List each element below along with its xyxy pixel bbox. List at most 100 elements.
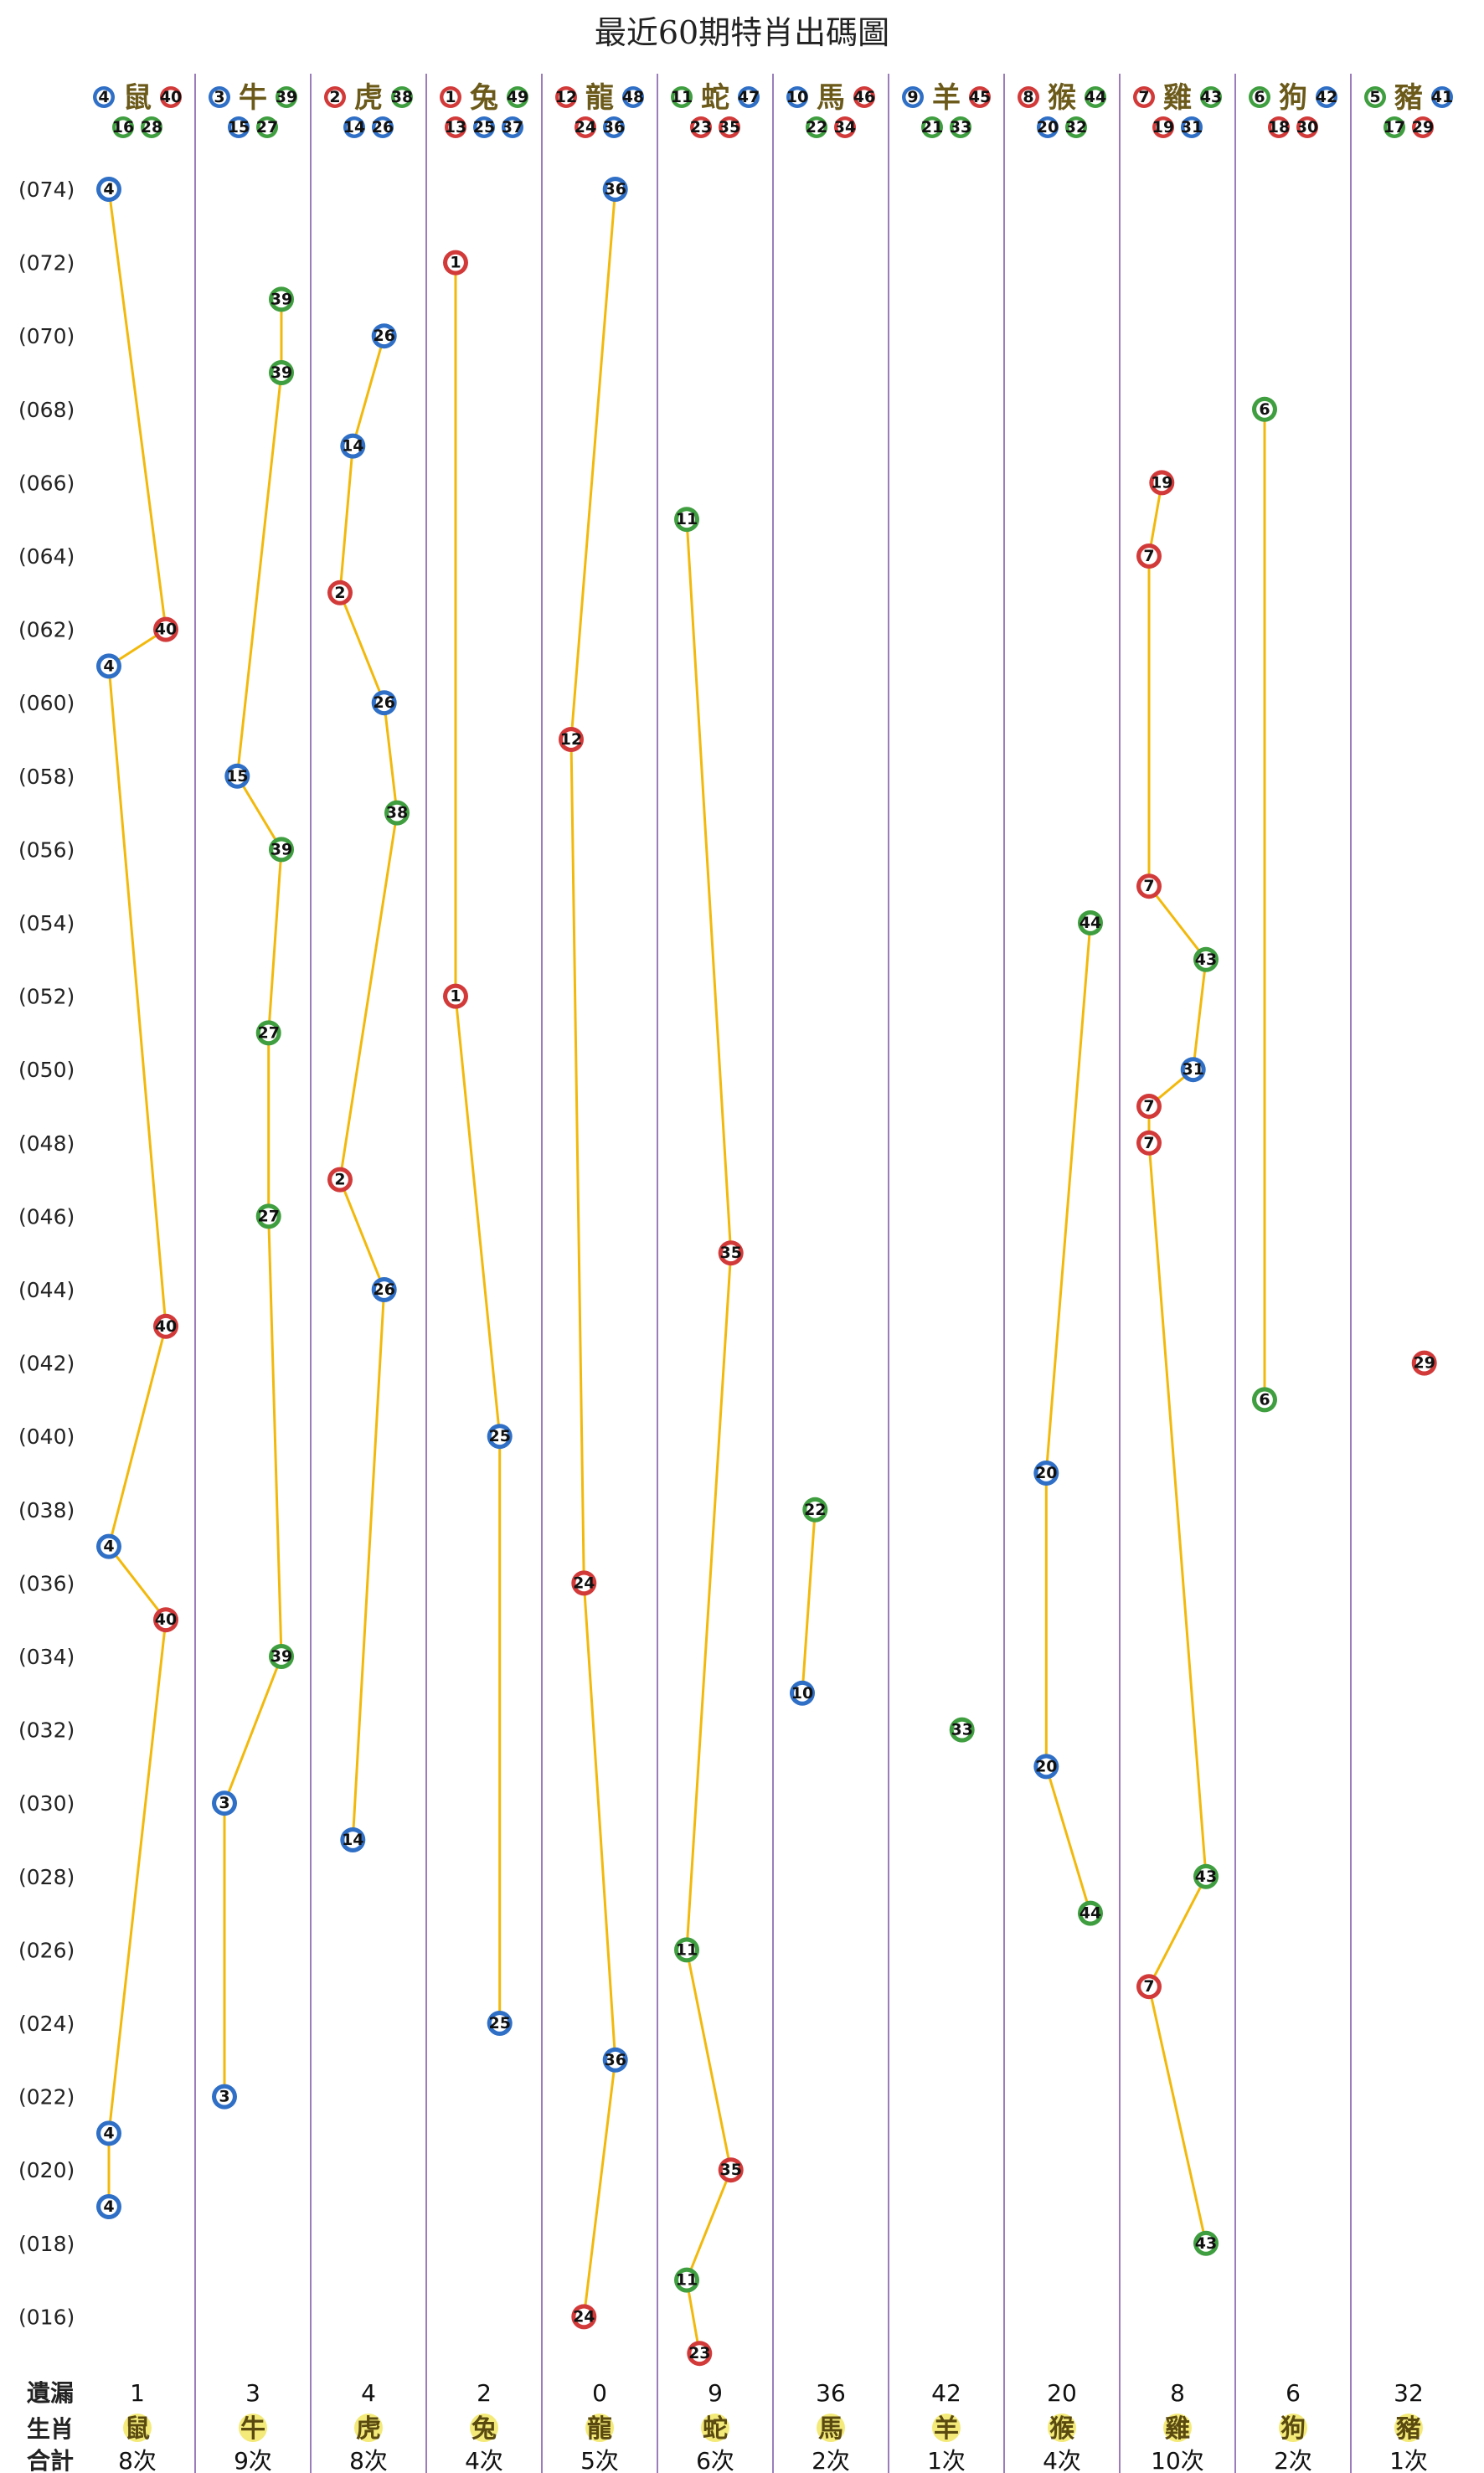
ball-face bbox=[1141, 1978, 1157, 1996]
header-ball: 42 bbox=[1316, 86, 1337, 108]
ball-number: 37 bbox=[502, 118, 523, 137]
data-point: 3 bbox=[212, 1790, 237, 1816]
header-ball: 36 bbox=[603, 116, 625, 138]
ball-number: 20 bbox=[1035, 1757, 1057, 1775]
ball-face bbox=[344, 1832, 362, 1848]
ball-number: 9 bbox=[907, 88, 918, 106]
ball-face bbox=[157, 1317, 174, 1335]
period-label: (046) bbox=[18, 1204, 75, 1229]
ball-face bbox=[606, 181, 624, 198]
header-ball: 25 bbox=[473, 116, 495, 138]
header-animal: 羊 bbox=[932, 81, 961, 115]
ball-number: 44 bbox=[1085, 88, 1106, 106]
ball-face bbox=[491, 1428, 508, 1445]
data-point: 4 bbox=[96, 2120, 121, 2146]
data-points: 4404404404439391539272739332614226382261… bbox=[96, 177, 1437, 2367]
ball-number: 19 bbox=[1152, 118, 1174, 137]
period-label: (074) bbox=[18, 178, 75, 202]
ball-face bbox=[925, 120, 940, 135]
footer-missing-value: 8 bbox=[1170, 2379, 1185, 2407]
ball-face bbox=[332, 584, 348, 601]
header-ball: 17 bbox=[1384, 116, 1405, 138]
ball-number: 43 bbox=[1200, 88, 1222, 106]
period-label: (054) bbox=[18, 911, 75, 935]
ball-face bbox=[1203, 90, 1219, 105]
header-ball: 37 bbox=[502, 116, 523, 138]
header-ball: 33 bbox=[950, 116, 971, 138]
ball-face bbox=[1198, 951, 1214, 968]
footer-missing-value: 9 bbox=[708, 2379, 723, 2407]
data-point: 40 bbox=[153, 1607, 178, 1633]
ball-face bbox=[394, 90, 410, 105]
header-animal: 猴 bbox=[1048, 81, 1076, 115]
data-point: 24 bbox=[571, 1570, 597, 1596]
header-馬: 10 馬 46 22 34 bbox=[786, 81, 875, 138]
footer-animal: 猴 bbox=[1049, 2414, 1074, 2444]
ball-number: 25 bbox=[473, 118, 495, 137]
data-point: 6 bbox=[1252, 396, 1277, 422]
data-point: 31 bbox=[1180, 1057, 1206, 1083]
data-point: 20 bbox=[1033, 1461, 1059, 1486]
header-ball: 24 bbox=[575, 116, 596, 138]
footer-animal-badge bbox=[354, 2414, 383, 2442]
ball-face bbox=[273, 291, 290, 308]
header-ball: 7 bbox=[1133, 86, 1155, 108]
ball-face bbox=[575, 1574, 593, 1592]
footer-animal: 雞 bbox=[1165, 2414, 1190, 2444]
footer-animal-badge bbox=[701, 2414, 729, 2442]
ball-face bbox=[790, 90, 805, 105]
header-ball: 11 bbox=[671, 86, 693, 108]
footer-total: 9次 bbox=[234, 2447, 272, 2473]
header-ball: 47 bbox=[738, 86, 760, 108]
ball-face bbox=[722, 1244, 739, 1262]
header-ball: 38 bbox=[391, 86, 413, 108]
ball-number: 20 bbox=[1035, 1464, 1057, 1482]
ball-number: 46 bbox=[853, 88, 875, 106]
footer-total: 1次 bbox=[1389, 2447, 1428, 2473]
data-point: 25 bbox=[487, 1424, 513, 1450]
data-point: 14 bbox=[340, 1827, 366, 1852]
ball-number: 22 bbox=[804, 1501, 826, 1519]
header-animal: 雞 bbox=[1163, 81, 1192, 115]
data-point: 29 bbox=[1411, 1350, 1437, 1376]
ball-number: 35 bbox=[719, 2161, 741, 2179]
ball-face bbox=[837, 120, 853, 135]
header-ball: 20 bbox=[1037, 116, 1059, 138]
header-animal: 馬 bbox=[817, 81, 845, 115]
ball-face bbox=[857, 90, 872, 105]
header-ball: 9 bbox=[902, 86, 924, 108]
ball-number: 24 bbox=[573, 1574, 595, 1592]
ball-number: 35 bbox=[719, 1244, 741, 1262]
data-point: 4 bbox=[96, 653, 121, 679]
data-point: 43 bbox=[1193, 946, 1219, 972]
ball-face bbox=[1271, 120, 1286, 135]
footer-missing-value: 20 bbox=[1047, 2379, 1077, 2407]
data-point: 44 bbox=[1078, 910, 1103, 935]
column-headers: 4 鼠 40 16 28 3 牛 39 15 27 2 虎 38 14 26 1 兔 49 13 25 37 12 龍 48 2… bbox=[93, 81, 1453, 138]
ball-number: 47 bbox=[738, 88, 760, 106]
footer-missing-value: 3 bbox=[245, 2379, 260, 2407]
ball-face bbox=[741, 90, 756, 105]
ball-number: 24 bbox=[573, 2307, 595, 2326]
ball-face bbox=[157, 1611, 174, 1629]
footer-label-missing: 遺漏 bbox=[27, 2379, 74, 2407]
ball-face bbox=[332, 1171, 348, 1188]
ball-face bbox=[1153, 474, 1171, 492]
data-point: 3 bbox=[212, 2084, 237, 2110]
footer-total: 5次 bbox=[580, 2447, 619, 2473]
ball-number: 43 bbox=[1195, 1868, 1217, 1886]
header-ball: 28 bbox=[141, 116, 162, 138]
footer-animal-badge bbox=[470, 2414, 498, 2442]
ball-face bbox=[1256, 1391, 1273, 1409]
data-point: 33 bbox=[949, 1717, 975, 1743]
ball-number: 26 bbox=[373, 693, 394, 712]
footer-missing-value: 42 bbox=[931, 2379, 961, 2407]
ball-number: 26 bbox=[373, 1280, 394, 1299]
ball-face bbox=[1088, 90, 1103, 105]
ball-number: 45 bbox=[969, 88, 991, 106]
ball-face bbox=[1256, 400, 1273, 418]
series-line-兔 bbox=[454, 262, 502, 2023]
ball-face bbox=[559, 90, 574, 105]
ball-face bbox=[1141, 878, 1157, 895]
period-label: (068) bbox=[18, 398, 75, 422]
